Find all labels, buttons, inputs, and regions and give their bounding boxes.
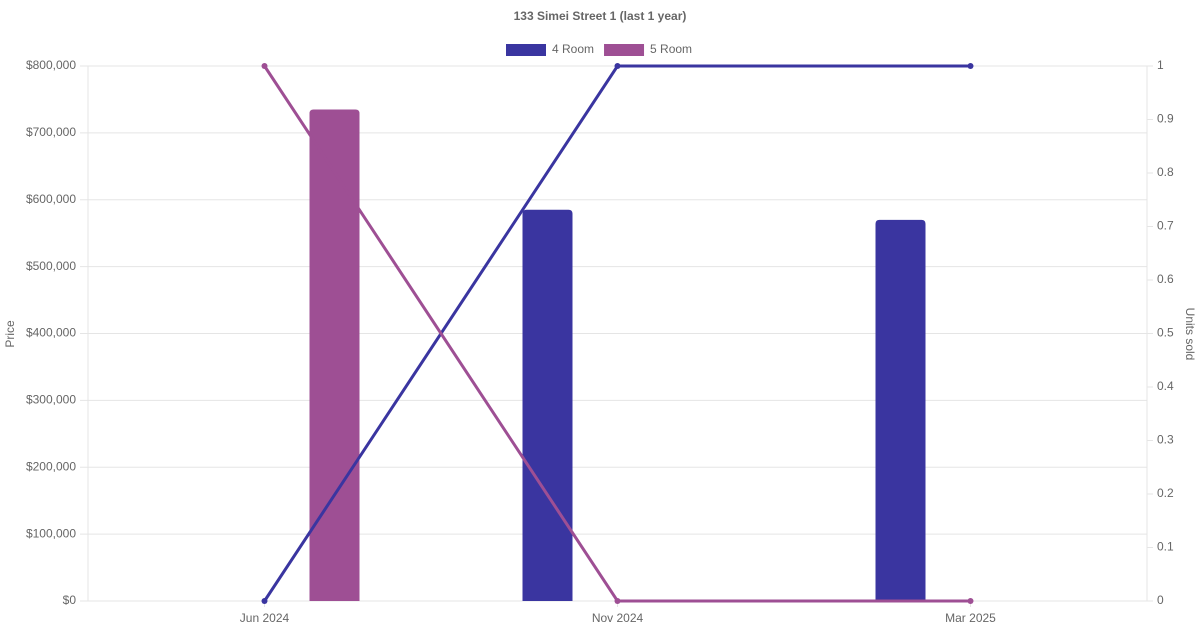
y-tick-label: $700,000 (26, 125, 76, 139)
y2-tick-label: 0 (1157, 593, 1164, 607)
x-tick-label: Mar 2025 (945, 611, 996, 625)
y-tick-label: $100,000 (26, 526, 76, 540)
y2-tick-label: 1 (1157, 58, 1164, 72)
y-tick-label: $200,000 (26, 459, 76, 473)
y-tick-label: $0 (63, 593, 77, 607)
y-tick-label: $300,000 (26, 393, 76, 407)
bar (875, 219, 926, 601)
x-tick-label: Jun 2024 (240, 611, 290, 625)
y2-tick-label: 0.8 (1157, 165, 1174, 179)
y2-tick-label: 0.6 (1157, 272, 1174, 286)
legend-swatch (604, 44, 645, 56)
point (967, 63, 974, 69)
y2-axis-label: Units sold (1183, 308, 1197, 361)
bar (522, 209, 573, 601)
y-tick-label: $600,000 (26, 192, 76, 206)
bar (309, 109, 360, 601)
point (967, 598, 974, 604)
y2-tick-label: 0.1 (1157, 540, 1174, 554)
chart-title: 133 Simei Street 1 (last 1 year) (514, 9, 687, 23)
point (614, 63, 621, 69)
legend-swatch (506, 44, 546, 56)
y2-tick-label: 0.4 (1157, 379, 1174, 393)
legend-label: 4 Room (552, 42, 594, 56)
y2-tick-label: 0.3 (1157, 433, 1174, 447)
y2-tick-label: 0.9 (1157, 112, 1174, 126)
point (261, 598, 268, 604)
y2-tick-label: 0.2 (1157, 486, 1174, 500)
y-tick-label: $500,000 (26, 259, 76, 273)
y-axis-label: Price (3, 320, 17, 348)
point (614, 598, 621, 604)
y-tick-label: $400,000 (26, 326, 76, 340)
legend-label: 5 Room (650, 42, 692, 56)
x-tick-label: Nov 2024 (592, 611, 644, 625)
y-tick-label: $800,000 (26, 58, 76, 72)
point (261, 63, 268, 69)
y2-tick-label: 0.5 (1157, 326, 1174, 340)
y2-tick-label: 0.7 (1157, 219, 1174, 233)
